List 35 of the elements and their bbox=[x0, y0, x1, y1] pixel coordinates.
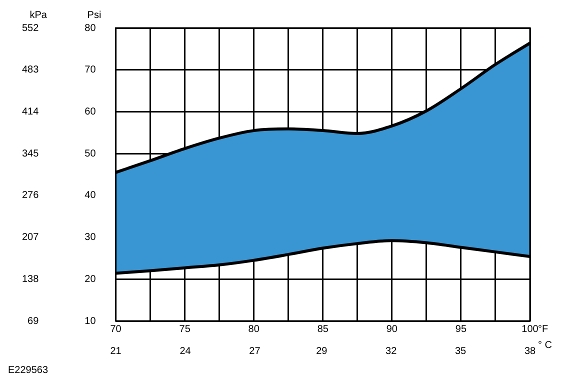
y-tick-label: 80 bbox=[84, 22, 96, 34]
x-tick-label: 100 bbox=[522, 324, 539, 335]
x2-tick-label: 38 bbox=[524, 346, 536, 357]
x2-tick-label: 32 bbox=[386, 346, 398, 357]
y2-tick-label: 276 bbox=[22, 190, 40, 202]
y2-tick-label: 207 bbox=[22, 232, 40, 244]
x2-tick-label: 29 bbox=[316, 346, 328, 357]
x2-tick-label: 35 bbox=[454, 346, 467, 357]
y2-tick-label: 483 bbox=[22, 64, 40, 76]
text: E229563 bbox=[8, 364, 48, 376]
y2-tick-label: 345 bbox=[22, 148, 40, 160]
x-tick-label: 90 bbox=[386, 324, 398, 335]
y2-tick-label: 552 bbox=[22, 22, 40, 34]
y-tick-label: 70 bbox=[84, 64, 96, 76]
y-tick-label: 50 bbox=[84, 148, 96, 160]
y2-tick-label: 414 bbox=[22, 106, 40, 118]
x2-tick-label: 21 bbox=[110, 346, 122, 357]
x-tick-label: 95 bbox=[455, 324, 467, 335]
x-axis-title: °F bbox=[538, 324, 548, 335]
x2-tick-label: 24 bbox=[180, 346, 192, 357]
y-tick-label: 20 bbox=[84, 274, 96, 285]
y2-tick-label: 69 bbox=[28, 316, 40, 327]
x2-tick-label: 27 bbox=[249, 346, 261, 357]
y-tick-label: 30 bbox=[84, 232, 96, 244]
x-tick-label: 80 bbox=[248, 324, 260, 335]
y-tick-label: 40 bbox=[84, 190, 96, 202]
x-tick-label: 85 bbox=[317, 324, 329, 335]
y-axis-title: Psi bbox=[87, 10, 102, 21]
x-tick-label: 75 bbox=[179, 324, 191, 335]
y2-axis-title: kPa bbox=[30, 10, 48, 21]
x2-axis-title: ° C bbox=[538, 340, 552, 351]
y-tick-label: 60 bbox=[84, 106, 96, 118]
y-tick-label: 10 bbox=[84, 316, 96, 327]
x-tick-label: 70 bbox=[110, 324, 122, 335]
y2-tick-label: 138 bbox=[22, 274, 40, 285]
